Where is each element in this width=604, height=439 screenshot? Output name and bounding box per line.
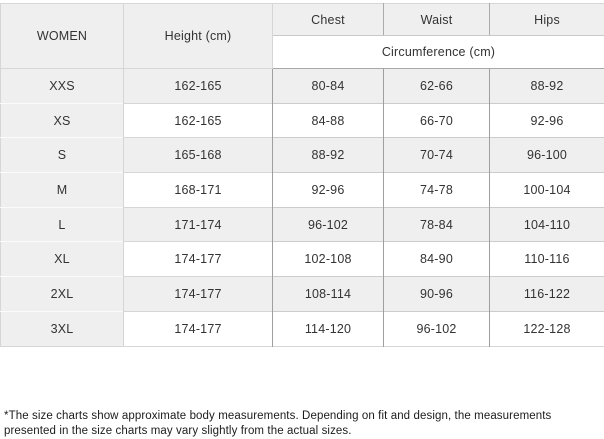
table-row: M 168-171 92-96 74-78 100-104 xyxy=(1,173,604,208)
chest-cell: 108-114 xyxy=(273,277,384,312)
table-row: 3XL 174-177 114-120 96-102 122-128 xyxy=(1,311,604,346)
hips-cell: 104-110 xyxy=(490,207,604,242)
chest-cell: 88-92 xyxy=(273,138,384,173)
waist-cell: 78-84 xyxy=(384,207,490,242)
waist-cell: 96-102 xyxy=(384,311,490,346)
hips-cell: 100-104 xyxy=(490,173,604,208)
size-cell: XS xyxy=(1,103,124,138)
waist-cell: 62-66 xyxy=(384,69,490,104)
hips-cell: 122-128 xyxy=(490,311,604,346)
chest-cell: 114-120 xyxy=(273,311,384,346)
waist-cell: 90-96 xyxy=(384,277,490,312)
circumference-header: Circumference (cm) xyxy=(273,36,604,69)
waist-cell: 74-78 xyxy=(384,173,490,208)
height-cell: 171-174 xyxy=(124,207,273,242)
table-body: XXS 162-165 80-84 62-66 88-92 XS 162-165… xyxy=(1,69,604,347)
size-cell: 2XL xyxy=(1,277,124,312)
height-cell: 165-168 xyxy=(124,138,273,173)
height-cell: 174-177 xyxy=(124,311,273,346)
size-cell: M xyxy=(1,173,124,208)
table-row: XXS 162-165 80-84 62-66 88-92 xyxy=(1,69,604,104)
waist-cell: 66-70 xyxy=(384,103,490,138)
height-cell: 174-177 xyxy=(124,242,273,277)
header-height: Height (cm) xyxy=(124,4,273,69)
size-cell: L xyxy=(1,207,124,242)
table-row: XL 174-177 102-108 84-90 110-116 xyxy=(1,242,604,277)
size-cell: XXS xyxy=(1,69,124,104)
hips-cell: 92-96 xyxy=(490,103,604,138)
chest-cell: 80-84 xyxy=(273,69,384,104)
size-cell: 3XL xyxy=(1,311,124,346)
waist-cell: 84-90 xyxy=(384,242,490,277)
chest-cell: 102-108 xyxy=(273,242,384,277)
table-row: 2XL 174-177 108-114 90-96 116-122 xyxy=(1,277,604,312)
chest-cell: 92-96 xyxy=(273,173,384,208)
header-chest: Chest xyxy=(273,4,384,36)
size-chart-table: WOMEN Height (cm) Chest Waist Hips Circu… xyxy=(0,3,604,347)
height-cell: 162-165 xyxy=(124,103,273,138)
header-women: WOMEN xyxy=(1,4,124,69)
height-cell: 174-177 xyxy=(124,277,273,312)
table-row: L 171-174 96-102 78-84 104-110 xyxy=(1,207,604,242)
table-row: XS 162-165 84-88 66-70 92-96 xyxy=(1,103,604,138)
table-header: WOMEN Height (cm) Chest Waist Hips Circu… xyxy=(1,4,604,69)
hips-cell: 88-92 xyxy=(490,69,604,104)
header-hips: Hips xyxy=(490,4,604,36)
height-cell: 168-171 xyxy=(124,173,273,208)
header-waist: Waist xyxy=(384,4,490,36)
height-cell: 162-165 xyxy=(124,69,273,104)
size-cell: S xyxy=(1,138,124,173)
size-cell: XL xyxy=(1,242,124,277)
hips-cell: 110-116 xyxy=(490,242,604,277)
chest-cell: 84-88 xyxy=(273,103,384,138)
chest-cell: 96-102 xyxy=(273,207,384,242)
hips-cell: 96-100 xyxy=(490,138,604,173)
footnote-text: *The size charts show approximate body m… xyxy=(4,409,580,439)
waist-cell: 70-74 xyxy=(384,138,490,173)
table-row: S 165-168 88-92 70-74 96-100 xyxy=(1,138,604,173)
header-row: WOMEN Height (cm) Chest Waist Hips xyxy=(1,4,604,36)
hips-cell: 116-122 xyxy=(490,277,604,312)
